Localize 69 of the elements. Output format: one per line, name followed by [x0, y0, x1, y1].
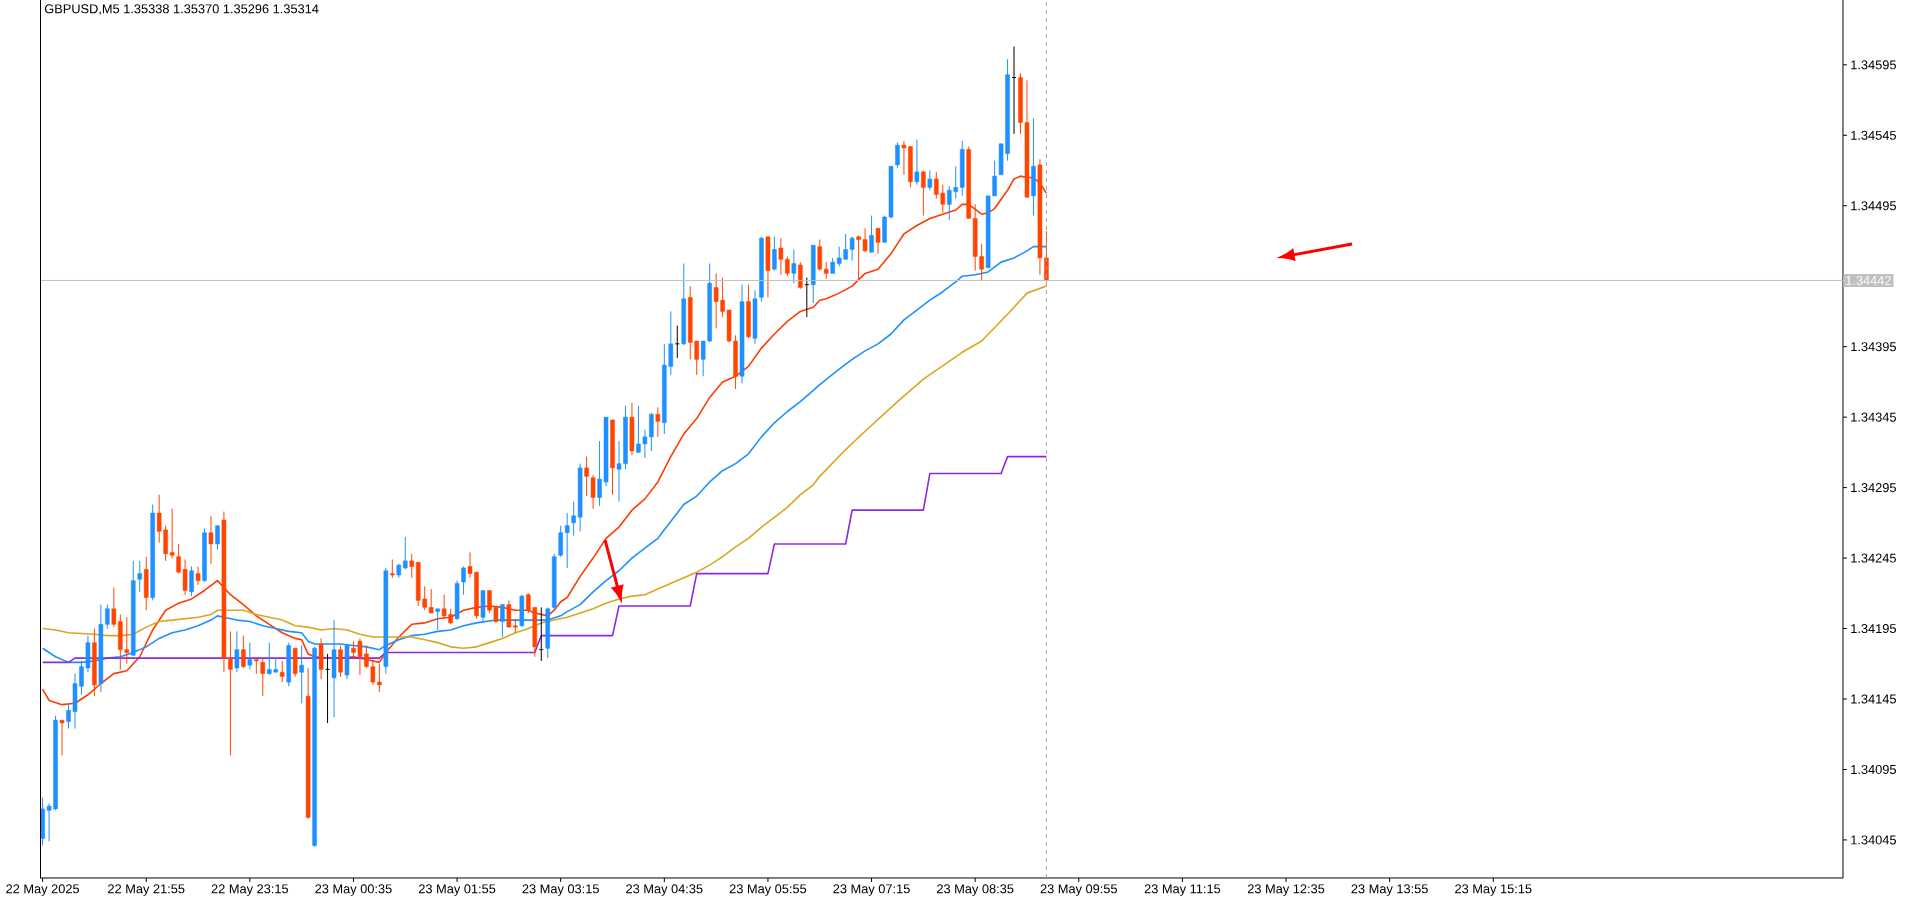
- candlestick: [869, 215, 874, 253]
- candlestick: [247, 642, 253, 670]
- candlestick: [279, 660, 285, 683]
- candlestick: [875, 227, 881, 255]
- candlestick: [325, 653, 331, 724]
- x-tick-label: 22 May 23:15: [211, 884, 289, 896]
- candlestick: [500, 604, 505, 638]
- x-tick-label: 22 May 21:55: [108, 884, 185, 896]
- candlestick: [804, 277, 810, 318]
- y-tick-label: 1.34545: [1851, 130, 1896, 140]
- x-tick-label: 23 May 00:35: [315, 884, 392, 896]
- ref-line-label: 1.34442: [1846, 275, 1891, 285]
- candlestick: [435, 608, 440, 631]
- candlestick: [1011, 46, 1017, 135]
- candlestick: [241, 635, 246, 669]
- candlestick: [189, 566, 194, 597]
- candlestick: [195, 566, 201, 586]
- x-tick-label: 22 May 2025: [6, 884, 80, 896]
- candlestick: [59, 719, 65, 756]
- y-tick-label: 1.34095: [1851, 764, 1896, 774]
- candlestick: [674, 325, 680, 359]
- candlestick: [403, 536, 408, 570]
- candlestick: [208, 515, 214, 565]
- y-tick-label: 1.34245: [1851, 553, 1896, 563]
- candlestick: [338, 644, 343, 677]
- candlestick: [895, 141, 900, 169]
- y-tick-label: 1.34195: [1851, 624, 1896, 634]
- y-tick-label: 1.34395: [1851, 342, 1896, 352]
- x-tick-label: 23 May 15:15: [1455, 884, 1532, 896]
- candlestick: [538, 606, 544, 662]
- candlestick: [914, 139, 920, 186]
- y-tick-label: 1.34045: [1851, 835, 1896, 845]
- candlestick: [215, 525, 220, 551]
- candlestick: [921, 170, 926, 217]
- x-tick-label: 23 May 05:55: [729, 884, 807, 896]
- y-tick-label: 1.34145: [1851, 694, 1896, 704]
- candlestick: [655, 406, 661, 438]
- candlestick: [772, 236, 777, 272]
- candlestick: [590, 474, 596, 510]
- y-tick-label: 1.34595: [1851, 60, 1896, 70]
- candlestick: [409, 553, 415, 579]
- chart-title: GBPUSD,M5 1.35338 1.35370 1.35296 1.35314: [44, 4, 319, 15]
- candlestick: [234, 630, 240, 673]
- candlestick: [428, 588, 434, 614]
- candlestick: [564, 512, 570, 569]
- y-tick-label: 1.34495: [1851, 201, 1896, 211]
- x-tick-label: 23 May 04:35: [626, 884, 703, 896]
- candlestick: [584, 456, 589, 497]
- candlestick: [791, 248, 797, 284]
- x-tick-label: 23 May 07:15: [833, 884, 910, 896]
- x-tick-label: 23 May 13:55: [1351, 884, 1428, 896]
- x-tick-label: 23 May 08:35: [937, 884, 1014, 896]
- candlestick: [461, 566, 466, 596]
- y-tick-label: 1.34345: [1851, 412, 1896, 422]
- candlestick: [798, 261, 803, 290]
- x-tick-label: 23 May 09:55: [1040, 884, 1118, 896]
- line-series: [41, 455, 1048, 664]
- x-tick-label: 23 May 01:55: [418, 884, 496, 896]
- x-tick-label: 23 May 11:15: [1144, 884, 1221, 896]
- y-tick-label: 1.34295: [1851, 483, 1896, 493]
- candlestick: [558, 525, 563, 558]
- candlestick: [817, 239, 823, 272]
- candlestick: [299, 644, 304, 704]
- x-tick-label: 23 May 03:15: [522, 884, 599, 896]
- candlestick: [927, 170, 933, 191]
- x-tick-label: 23 May 12:35: [1247, 884, 1325, 896]
- candlestick: [260, 657, 266, 697]
- candlestick: [390, 558, 395, 579]
- candlestick: [137, 560, 143, 593]
